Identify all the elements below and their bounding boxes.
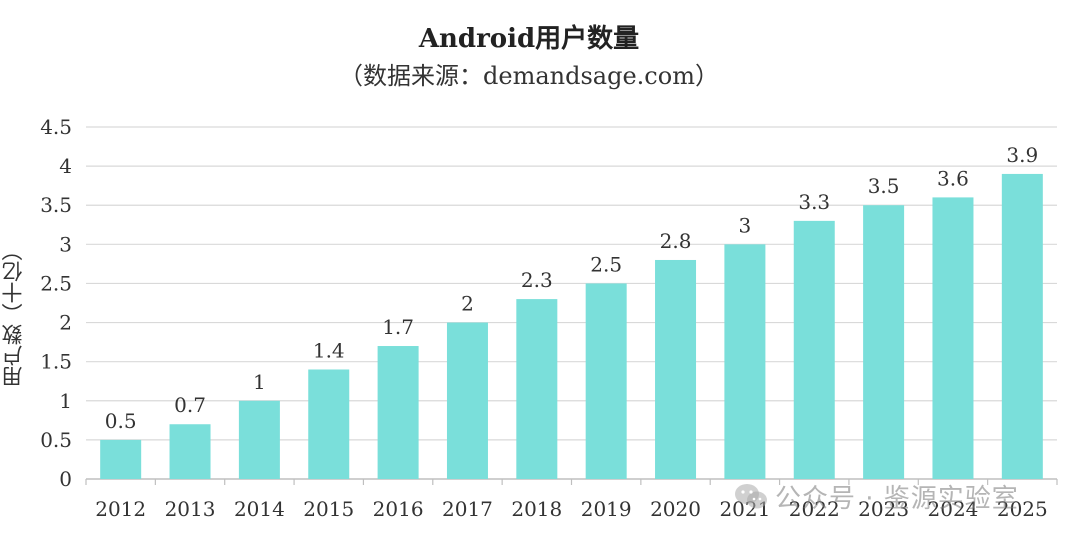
bar-2014 xyxy=(238,400,280,479)
bar-2015 xyxy=(308,369,350,479)
bar-2016 xyxy=(377,346,419,479)
watermark: 公众号 · 鉴源实验室 xyxy=(733,478,1019,515)
data-label-2025: 3.9 xyxy=(1006,143,1038,167)
data-label-2019: 2.5 xyxy=(590,252,622,276)
bar-2018 xyxy=(516,299,558,479)
data-label-2012: 0.5 xyxy=(105,409,137,433)
bar-2024 xyxy=(932,197,974,479)
y-tick-label: 4 xyxy=(59,154,72,178)
bar-2025 xyxy=(1001,173,1043,479)
chart-title: Android用户数量 xyxy=(418,24,640,54)
x-tick-label-2014: 2014 xyxy=(234,497,285,521)
y-tick-label: 1.5 xyxy=(40,350,72,374)
x-tick-label-2018: 2018 xyxy=(511,497,562,521)
x-tick-label-2023: 2023 xyxy=(858,497,909,521)
bar-2022 xyxy=(793,220,835,479)
x-tick-label-2013: 2013 xyxy=(165,497,216,521)
data-label-2021: 3 xyxy=(739,213,752,237)
chart-subtitle: （数据来源：demandsage.com） xyxy=(339,62,719,90)
x-tick-label-2024: 2024 xyxy=(928,497,979,521)
x-tick-label-2020: 2020 xyxy=(650,497,701,521)
data-label-2020: 2.8 xyxy=(660,229,692,253)
x-tick-label-2016: 2016 xyxy=(373,497,424,521)
data-label-2013: 0.7 xyxy=(174,393,206,417)
y-tick-label: 2 xyxy=(59,311,72,335)
y-tick-label: 2.5 xyxy=(40,271,72,295)
x-tick-label-2015: 2015 xyxy=(303,497,354,521)
y-tick-label: 3 xyxy=(59,232,72,256)
watermark-text: 公众号 · 鉴源实验室 xyxy=(775,484,1019,514)
bar-2020 xyxy=(655,259,697,479)
x-tick-label-2022: 2022 xyxy=(789,497,840,521)
y-tick-label: 3.5 xyxy=(40,193,72,217)
data-label-2018: 2.3 xyxy=(521,268,553,292)
x-tick-label-2017: 2017 xyxy=(442,497,493,521)
data-label-2014: 1 xyxy=(253,370,266,394)
data-label-2015: 1.4 xyxy=(313,338,345,362)
bar-2013 xyxy=(169,424,211,479)
data-label-2022: 3.3 xyxy=(798,190,830,214)
x-tick-label-2012: 2012 xyxy=(95,497,146,521)
bar-2012 xyxy=(100,439,142,479)
data-label-2017: 2 xyxy=(461,292,474,316)
bar-2017 xyxy=(446,322,488,479)
x-tick-label-2025: 2025 xyxy=(997,497,1048,521)
y-tick-label: 1 xyxy=(59,389,72,413)
x-tick-label-2019: 2019 xyxy=(581,497,632,521)
data-label-2024: 3.6 xyxy=(937,166,969,190)
bar-2019 xyxy=(585,283,627,479)
y-tick-label: 0.5 xyxy=(40,428,72,452)
data-label-2023: 3.5 xyxy=(868,174,900,198)
wechat-icon xyxy=(735,483,767,508)
y-tick-label: 4.5 xyxy=(40,115,72,139)
data-label-2016: 1.7 xyxy=(382,315,414,339)
bar-2021 xyxy=(724,244,766,479)
y-tick-label: 0 xyxy=(59,467,72,491)
bar-2023 xyxy=(863,205,905,479)
